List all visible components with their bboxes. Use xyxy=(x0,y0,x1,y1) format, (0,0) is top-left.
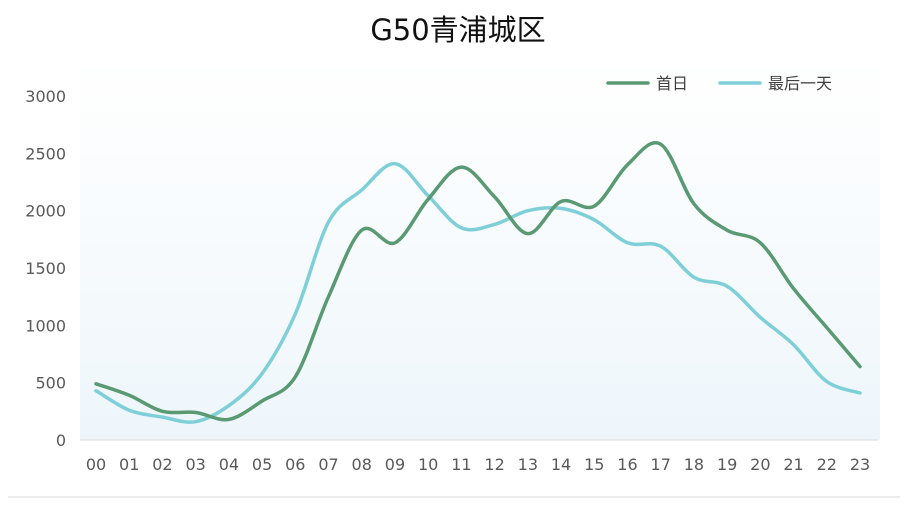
series-group xyxy=(94,141,862,424)
x-tick-label: 20 xyxy=(750,455,770,474)
y-tick-label: 1000 xyxy=(25,316,66,335)
x-tick-label: 23 xyxy=(850,455,870,474)
series-line-1 xyxy=(94,161,862,424)
y-tick-label: 0 xyxy=(56,431,66,450)
legend-label: 最后一天 xyxy=(768,74,832,93)
y-tick-label: 1500 xyxy=(25,259,66,278)
chart-title: G50青浦城区 xyxy=(370,13,545,47)
x-tick-label: 19 xyxy=(717,455,737,474)
x-tick-label: 18 xyxy=(684,455,704,474)
y-axis: 0 500 1000 1500 2000 2500 3000 xyxy=(25,87,66,450)
y-tick-label: 3000 xyxy=(25,87,66,106)
x-tick-label: 06 xyxy=(285,455,305,474)
x-tick-label: 21 xyxy=(783,455,803,474)
x-tick-label: 03 xyxy=(185,455,205,474)
x-tick-label: 05 xyxy=(252,455,272,474)
x-tick-label: 11 xyxy=(451,455,471,474)
x-tick-label: 07 xyxy=(318,455,338,474)
legend-label: 首日 xyxy=(656,74,688,93)
x-tick-label: 09 xyxy=(385,455,405,474)
x-tick-label: 00 xyxy=(86,455,106,474)
x-tick-label: 10 xyxy=(418,455,438,474)
x-tick-label: 16 xyxy=(617,455,637,474)
x-tick-label: 02 xyxy=(152,455,172,474)
x-axis: 00 01 02 03 04 05 06 07 08 09 10 11 12 13 14 15 16 17 18 19… xyxy=(86,455,870,474)
series-line-0 xyxy=(94,141,862,422)
x-tick-label: 22 xyxy=(817,455,837,474)
x-tick-label: 04 xyxy=(219,455,239,474)
y-tick-label: 2500 xyxy=(25,144,66,163)
legend: 首日 最后一天 xyxy=(606,74,832,93)
x-tick-label: 15 xyxy=(584,455,604,474)
x-tick-label: 12 xyxy=(484,455,504,474)
y-tick-label: 500 xyxy=(35,374,66,393)
x-tick-label: 17 xyxy=(651,455,671,474)
x-tick-label: 14 xyxy=(551,455,571,474)
x-tick-label: 08 xyxy=(352,455,372,474)
x-tick-label: 13 xyxy=(518,455,538,474)
x-tick-label: 01 xyxy=(119,455,139,474)
plot-area xyxy=(80,60,880,440)
y-tick-label: 2000 xyxy=(25,202,66,221)
